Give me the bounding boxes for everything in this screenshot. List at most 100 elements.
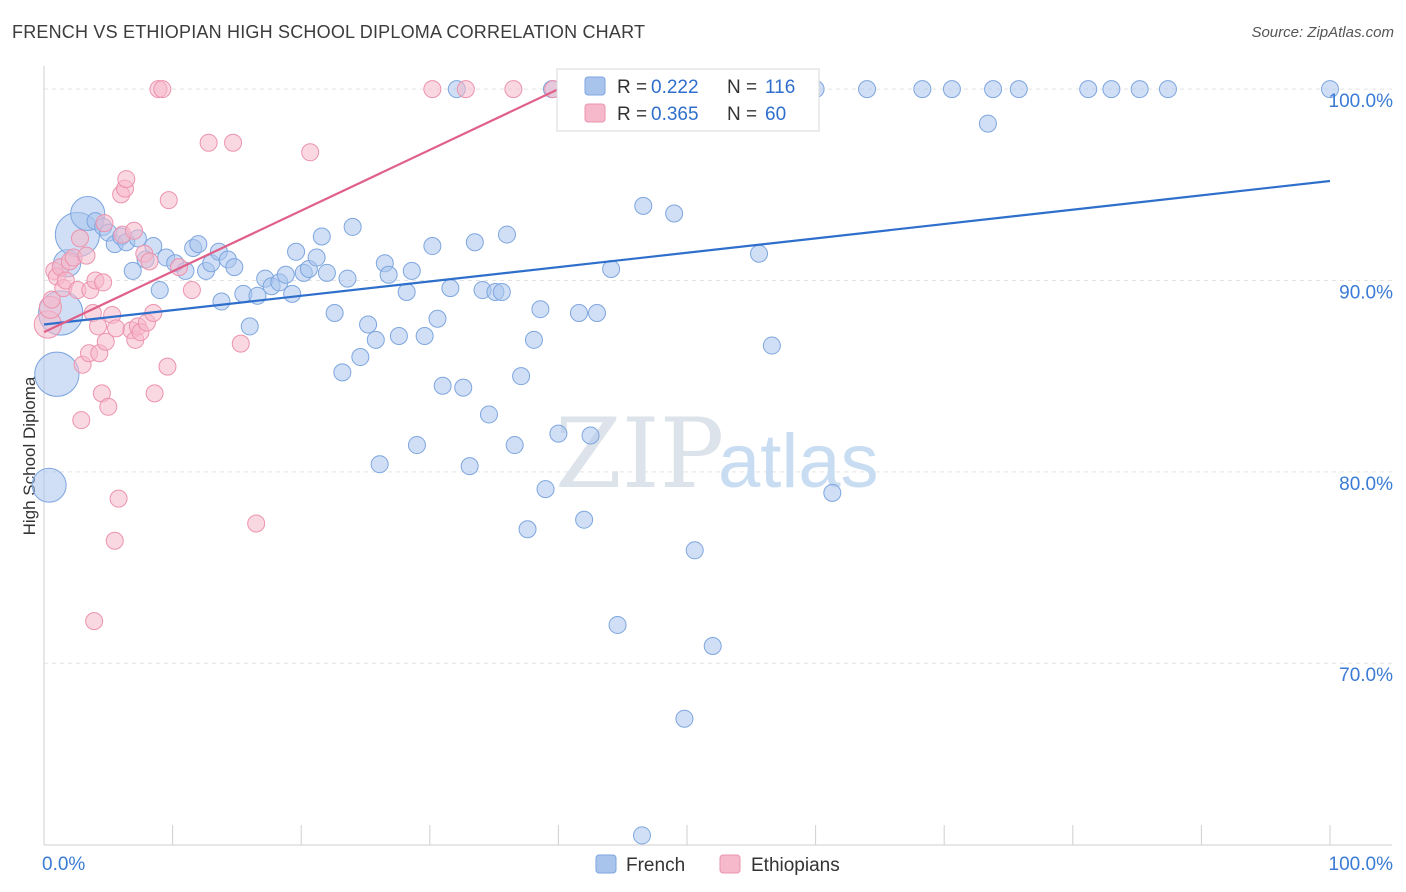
french-point: [1079, 80, 1098, 99]
french-point: [505, 436, 524, 455]
ethiopians-point: [56, 271, 75, 290]
french-point: [370, 455, 389, 474]
french-point: [123, 261, 142, 280]
french-point: [703, 636, 722, 655]
ethiopians-point: [247, 514, 266, 533]
stats-swatch-ethiopians: [584, 103, 606, 123]
ethiopians-point: [72, 411, 91, 430]
stats-r-value-french: 0.222: [651, 77, 699, 98]
french-point: [433, 376, 452, 395]
french-point: [189, 235, 208, 254]
ethiopians-point: [89, 317, 108, 336]
stats-swatch-french: [584, 76, 606, 96]
french-point: [750, 244, 769, 263]
french-point: [479, 405, 498, 424]
stats-r-value-ethiopians: 0.365: [651, 104, 699, 125]
french-point: [634, 196, 653, 215]
french-point: [333, 363, 352, 382]
ethiopians-point: [301, 143, 320, 162]
ethiopians-point: [224, 133, 243, 152]
french-point: [524, 330, 543, 349]
ethiopians-point: [170, 258, 189, 277]
legend-swatch-french: [595, 854, 617, 874]
legend-label-ethiopians: Ethiopians: [751, 855, 840, 876]
y-tick-label: 70.0%: [1339, 665, 1393, 686]
french-point: [512, 367, 531, 386]
ethiopians-point: [96, 332, 115, 351]
legend-label-french: French: [626, 855, 685, 876]
x-tick-label: 0.0%: [42, 854, 85, 875]
stats-n-label-ethiopians: N =: [727, 104, 757, 125]
ethiopians-point: [95, 214, 114, 233]
axes: [43, 66, 1392, 846]
french-point: [359, 315, 378, 334]
tick-labels: 70.0% 80.0% 90.0% 100.0% 0.0% 100.0%: [42, 91, 1393, 875]
french-point: [913, 80, 932, 99]
french-point: [1158, 80, 1177, 99]
trend-lines: [43, 88, 1331, 334]
ethiopians-point: [117, 170, 136, 189]
y-tick-label: 80.0%: [1339, 474, 1393, 495]
french-point: [518, 520, 537, 539]
french-point: [984, 80, 1003, 99]
french-point: [587, 304, 606, 323]
french-point: [1321, 80, 1339, 99]
french-point: [338, 269, 357, 288]
ethiopians-point: [140, 252, 159, 271]
french-point: [389, 326, 408, 345]
french-point: [441, 279, 460, 298]
french-point: [225, 258, 244, 277]
watermark-atlas: atlas: [718, 419, 879, 504]
stats-legend: R = 0.222 N = 116 R = 0.365 N = 60: [556, 68, 820, 132]
stats-r-label-french: R =: [617, 77, 647, 98]
french-point: [858, 80, 877, 99]
watermark: ZIP atlas: [555, 398, 879, 510]
stats-n-label-french: N =: [727, 77, 757, 98]
french-point: [492, 282, 511, 301]
y-tick-label: 100.0%: [1329, 91, 1394, 112]
trend-line-ethiopians: [43, 88, 559, 334]
french-point: [287, 242, 306, 261]
french-point: [1009, 80, 1028, 99]
ethiopians-point: [182, 281, 201, 300]
ethiopians-point: [42, 290, 61, 309]
chart-title: FRENCH VS ETHIOPIAN HIGH SCHOOL DIPLOMA …: [12, 22, 646, 42]
french-point: [575, 510, 594, 529]
french-point: [423, 237, 442, 256]
french-point: [240, 317, 259, 336]
ethiopians-point: [125, 221, 144, 240]
data-points: [31, 80, 1339, 845]
french-point: [34, 351, 80, 397]
watermark-zip: ZIP: [555, 398, 724, 510]
french-point: [602, 260, 621, 279]
french-point: [428, 309, 447, 328]
ethiopians-point: [109, 489, 128, 508]
ethiopians-point: [145, 384, 164, 403]
ethiopians-point: [99, 397, 118, 416]
french-point: [632, 826, 651, 845]
french-point: [343, 217, 362, 236]
french-point: [1102, 80, 1121, 99]
gridlines: [44, 88, 1392, 664]
french-point: [454, 378, 473, 397]
ethiopians-point: [94, 273, 113, 292]
french-point: [325, 304, 344, 323]
french-point: [1130, 80, 1149, 99]
ethiopians-point: [456, 80, 475, 99]
french-point: [608, 615, 627, 634]
ethiopians-point: [504, 80, 523, 99]
ethiopians-point: [77, 246, 96, 265]
french-point: [549, 424, 568, 443]
french-point: [397, 282, 416, 301]
french-point: [307, 248, 326, 267]
french-point: [685, 541, 704, 560]
stats-r-label-ethiopians: R =: [617, 104, 647, 125]
ethiopians-point: [159, 191, 178, 210]
ethiopians-point: [105, 531, 124, 550]
ethiopians-point: [71, 229, 90, 248]
french-point: [351, 348, 370, 367]
french-point: [942, 80, 961, 99]
french-point: [366, 330, 385, 349]
stats-n-value-french: 116: [765, 77, 795, 98]
